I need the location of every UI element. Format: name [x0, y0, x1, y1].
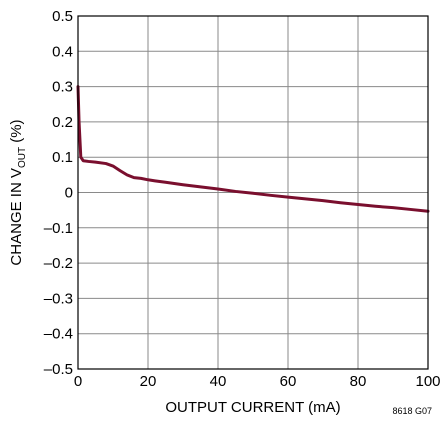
y-tick-label: –0.2	[44, 255, 73, 272]
x-tick-label: 0	[74, 373, 82, 390]
x-tick-label: 20	[140, 373, 157, 390]
figure-id: 8618 G07	[392, 406, 432, 416]
y-tick-label: 0	[65, 185, 73, 202]
y-tick-label: –0.5	[44, 361, 73, 378]
x-tick-label: 80	[350, 373, 367, 390]
y-tick-label: 0.4	[52, 43, 73, 60]
y-axis-title: CHANGE IN VOUT (%)	[8, 119, 28, 265]
y-tick-label: –0.1	[44, 220, 73, 237]
y-tick-label: 0.5	[52, 8, 73, 25]
y-axis-title-subscript: OUT	[17, 147, 28, 168]
y-tick-label: –0.4	[44, 326, 73, 343]
x-tick-label: 40	[210, 373, 227, 390]
x-tick-label: 60	[280, 373, 297, 390]
y-axis-title-main: CHANGE IN V	[8, 168, 25, 266]
x-axis-title: OUTPUT CURRENT (mA)	[165, 399, 340, 416]
y-axis-title-suffix: (%)	[8, 119, 25, 147]
series-line-0	[76, 85, 430, 213]
series-layer	[76, 85, 430, 213]
y-tick-label: 0.3	[52, 79, 73, 96]
y-tick-label: 0.1	[52, 149, 73, 166]
y-tick-labels: 0.5 0.4 0.3 0.2 0.1 0 –0.1 –0.2 –0.3 –0.4 –0.5	[44, 8, 73, 378]
y-tick-label: –0.3	[44, 290, 73, 307]
y-tick-label: 0.2	[52, 114, 73, 131]
x-tick-label: 100	[415, 373, 440, 390]
x-tick-labels: 0 20 40 60 80 100	[74, 373, 441, 390]
plot-frame	[77, 15, 429, 370]
